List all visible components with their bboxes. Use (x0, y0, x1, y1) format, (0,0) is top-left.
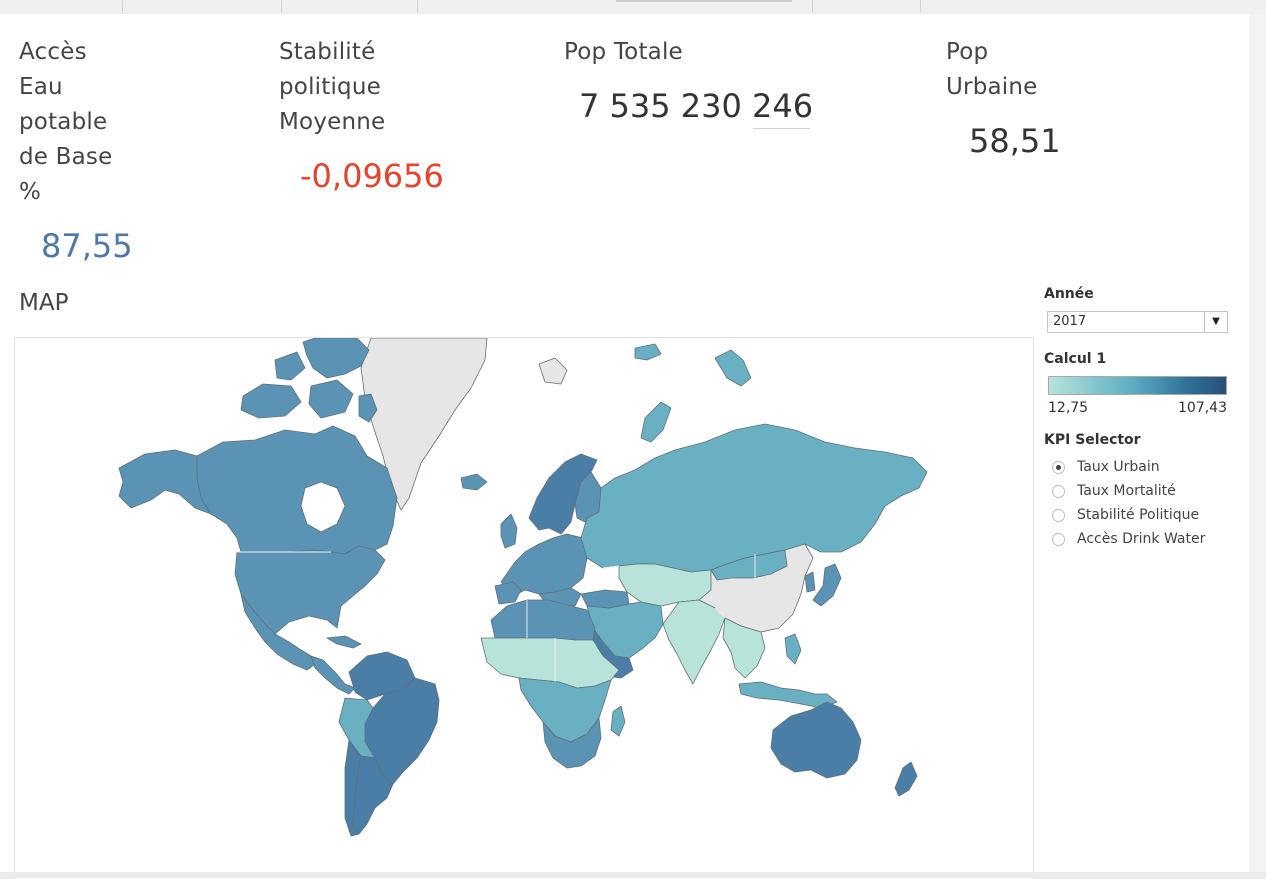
kpi-water-title-line: Eau (19, 74, 63, 100)
country-russia[interactable] (580, 423, 928, 573)
country-spain-portugal[interactable] (494, 581, 522, 605)
country-indonesia[interactable] (738, 681, 838, 709)
radio-acces-drink-water[interactable] (1052, 533, 1065, 546)
country-canada-islands[interactable] (240, 383, 302, 419)
kpi-population-title: Pop Totale (564, 35, 683, 70)
kpi-urban-value: 58,51 (969, 122, 1061, 160)
border-lines (237, 551, 756, 682)
bottom-strip (0, 872, 1266, 878)
country-argentina[interactable] (352, 755, 394, 835)
kpi-water-title-line: potable (19, 109, 108, 135)
country-canada-islands[interactable] (358, 393, 378, 423)
radio-taux-urbain[interactable] (1052, 461, 1065, 474)
radio-stabilite-politique[interactable] (1052, 509, 1065, 522)
country-korea[interactable] (804, 571, 816, 593)
kpi-water-title-line: % (19, 179, 42, 205)
country-southern-africa[interactable] (542, 717, 602, 769)
country-canada-islands[interactable] (308, 379, 354, 419)
country-japan[interactable] (812, 563, 842, 607)
radio-label-taux-mortalite[interactable]: Taux Mortalité (1077, 483, 1176, 499)
dashboard-tab-strip (0, 0, 1266, 14)
kpi-stability-title: Stabilité politique Moyenne (279, 35, 385, 140)
year-filter-label: Année (1044, 286, 1094, 302)
country-russia-arctic[interactable] (634, 343, 662, 361)
kpi-population-underline (753, 128, 810, 129)
country-russia-arctic[interactable] (640, 401, 672, 443)
kpi-urban-title-line: Pop (946, 39, 989, 65)
country-australia[interactable] (770, 701, 862, 779)
color-legend-min: 12,75 (1048, 400, 1089, 416)
kpi-stability-title-line: Stabilité (279, 39, 376, 65)
kpi-water-title-line: Accès (19, 39, 87, 65)
country-cuba[interactable] (326, 635, 362, 649)
kpi-selector-title: KPI Selector (1044, 432, 1141, 448)
country-india[interactable] (662, 599, 726, 685)
tab-divider (920, 0, 921, 12)
hudson-bay (300, 481, 346, 533)
color-legend-max: 107,43 (1178, 400, 1227, 416)
kpi-urban-title: Pop Urbaine (946, 35, 1038, 105)
radio-label-stabilite-politique[interactable]: Stabilité Politique (1077, 507, 1200, 523)
country-new-zealand[interactable] (894, 761, 918, 797)
world-choropleth[interactable] (15, 338, 1033, 879)
country-sahel[interactable] (480, 637, 620, 689)
country-russia-arctic[interactable] (714, 349, 752, 387)
tab-divider (812, 0, 813, 12)
kpi-water-access: Accès Eau potable de Base % (19, 35, 112, 210)
kpi-water-value: 87,55 (41, 227, 133, 265)
world-map[interactable] (14, 337, 1034, 879)
country-north-africa[interactable] (490, 599, 596, 641)
country-uk[interactable] (500, 513, 518, 549)
kpi-water-title: Accès Eau potable de Base % (19, 35, 112, 210)
country-iceland[interactable] (460, 473, 488, 491)
kpi-stability-title-line: politique (279, 74, 381, 100)
kpi-stability-value: -0,09656 (300, 157, 444, 195)
color-legend-ramp (1048, 376, 1227, 395)
kpi-political-stability: Stabilité politique Moyenne (279, 35, 385, 140)
kpi-population-title-line: Pop Totale (564, 39, 683, 65)
kpi-urban-title-line: Urbaine (946, 74, 1038, 100)
color-legend-title: Calcul 1 (1044, 351, 1107, 367)
radio-label-taux-urbain[interactable]: Taux Urbain (1077, 459, 1160, 475)
country-peru-bolivia[interactable] (338, 697, 376, 759)
kpi-stability-title-line: Moyenne (279, 109, 386, 135)
country-svalbard[interactable] (538, 357, 568, 385)
kpi-total-population: Pop Totale (564, 35, 683, 70)
country-central-america[interactable] (310, 655, 356, 695)
country-mongolia[interactable] (710, 549, 788, 581)
right-gutter (1249, 14, 1266, 878)
radio-taux-mortalite[interactable] (1052, 485, 1065, 498)
kpi-population-value: 7 535 230 246 (579, 87, 814, 125)
country-southeast-asia[interactable] (722, 617, 766, 679)
radio-label-acces-drink-water[interactable]: Accès Drink Water (1077, 531, 1206, 547)
kpi-urban-population: Pop Urbaine (946, 35, 1038, 105)
tab-divider (281, 0, 282, 12)
country-canada[interactable] (196, 425, 398, 555)
year-dropdown-value: 2017 (1053, 314, 1087, 329)
tab-divider (417, 0, 418, 12)
country-canada-islands[interactable] (302, 338, 370, 379)
country-canada-islands[interactable] (274, 351, 306, 381)
chevron-down-icon[interactable]: ▼ (1204, 312, 1227, 332)
tab-divider (122, 0, 123, 12)
year-dropdown[interactable]: 2017 ▼ (1047, 311, 1228, 333)
country-philippines[interactable] (784, 633, 802, 665)
active-tab-indicator[interactable] (616, 0, 792, 2)
country-madagascar[interactable] (610, 705, 626, 737)
kpi-water-title-line: de Base (19, 144, 113, 170)
map-title: MAP (19, 290, 69, 316)
country-usa-alaska[interactable] (118, 449, 212, 515)
